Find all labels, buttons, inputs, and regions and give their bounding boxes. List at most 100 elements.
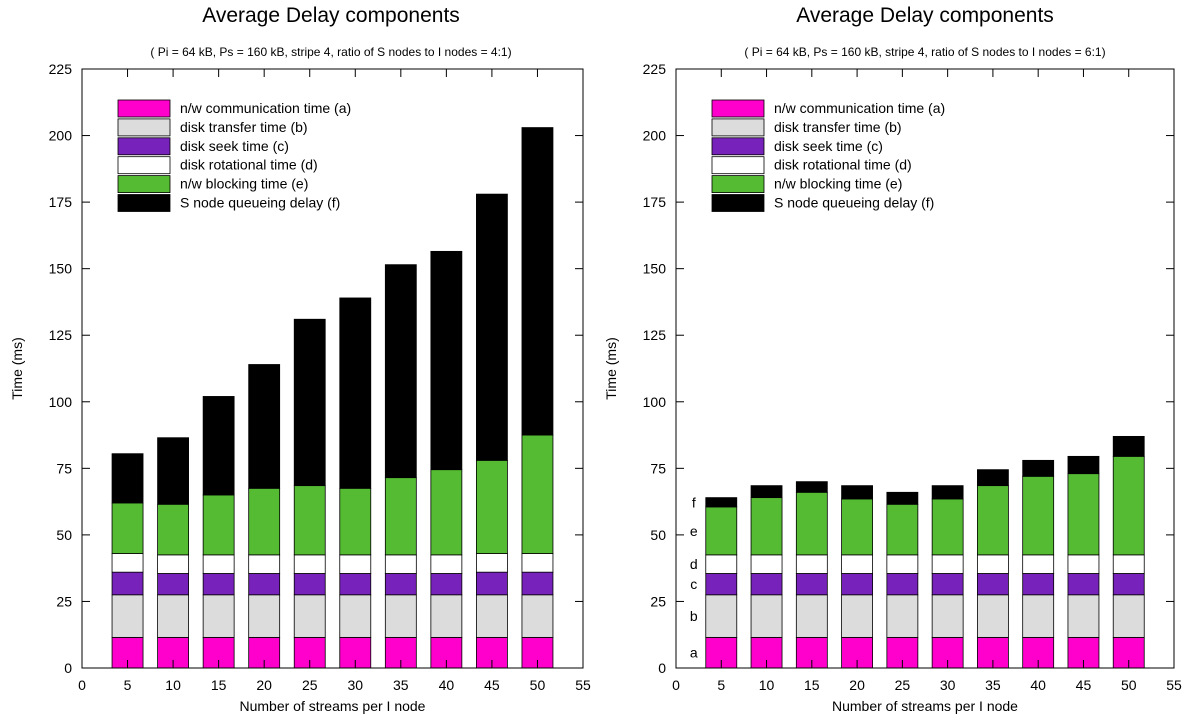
chart-subtitle: ( Pi = 64 kB, Ps = 160 kB, stripe 4, rat… [744, 45, 1105, 59]
chart-title: Average Delay components [202, 4, 460, 27]
y-tick-label: 75 [650, 460, 666, 476]
x-tick-label: 20 [849, 677, 865, 693]
x-tick-label: 45 [1076, 677, 1092, 693]
bar-segment-3 [841, 573, 873, 596]
legend-label: disk seek time (c) [774, 138, 883, 154]
y-tick-label: 0 [64, 660, 72, 676]
y-tick-label: 200 [643, 128, 667, 144]
bar-segment-3 [157, 573, 189, 596]
bar-segment-5 [202, 494, 235, 556]
x-axis-label: Number of streams per I node [240, 698, 426, 714]
bar-segment-2 [293, 594, 326, 638]
bar-segment-6 [157, 437, 189, 505]
chart-title: Average Delay components [796, 4, 1054, 27]
legend-label: S node queueing delay (f) [774, 195, 934, 211]
legend-swatch [117, 118, 171, 137]
bar-segment-2 [521, 594, 554, 638]
legend-swatch [711, 99, 765, 118]
y-tick-label: 25 [56, 593, 72, 609]
y-tick-label: 50 [650, 527, 666, 543]
bar-segment-4 [157, 554, 189, 574]
bar-segment-6 [430, 250, 463, 471]
bar-segment-2 [430, 594, 463, 638]
bar-segment-5 [430, 469, 463, 556]
x-tick-label: 45 [484, 677, 500, 693]
bar-segment-6 [886, 491, 919, 505]
bar-segment-2 [931, 594, 964, 638]
bar-segment-2 [750, 594, 783, 638]
bar-segment-6 [202, 396, 235, 496]
x-tick-label: 30 [940, 677, 956, 693]
bar-segment-4 [977, 554, 1009, 574]
bar-segment-5 [795, 491, 828, 556]
bar-segment-5 [841, 498, 873, 556]
y-tick-label: 225 [49, 61, 73, 77]
legend-label: disk rotational time (d) [180, 157, 318, 173]
legend-label: disk rotational time (d) [774, 157, 912, 173]
bar-segment-4 [339, 554, 372, 574]
legend-swatch [711, 137, 765, 156]
bar-segment-2 [977, 594, 1009, 638]
segment-letter-label: f [692, 494, 696, 510]
y-axis-label: Time (ms) [603, 337, 619, 399]
y-tick-label: 225 [643, 61, 667, 77]
bar-segment-4 [705, 554, 738, 574]
bar-segment-3 [430, 573, 463, 596]
legend-swatch [117, 156, 171, 175]
bar-segment-5 [931, 498, 964, 556]
legend-label: disk transfer time (b) [180, 119, 308, 135]
bar-segment-4 [750, 554, 783, 574]
legend-label: n/w blocking time (e) [774, 176, 902, 192]
bar-segment-2 [841, 594, 873, 638]
bar-segment-4 [521, 553, 554, 573]
bar-segment-6 [977, 469, 1009, 487]
bar-segment-6 [476, 193, 508, 461]
bar-segment-2 [202, 594, 235, 638]
x-tick-label: 25 [895, 677, 911, 693]
bar-segment-3 [339, 573, 372, 596]
bar-segment-6 [931, 485, 964, 500]
bar-segment-2 [248, 594, 281, 638]
x-tick-label: 10 [759, 677, 775, 693]
legend-label: n/w communication time (a) [180, 100, 351, 116]
legend-label: disk transfer time (b) [774, 119, 902, 135]
segment-letter-label: d [690, 556, 698, 572]
bar-segment-3 [1067, 573, 1100, 596]
bar-segment-2 [886, 594, 919, 638]
bar-segment-5 [384, 477, 417, 556]
bar-segment-4 [111, 553, 144, 573]
y-tick-label: 75 [56, 460, 72, 476]
legend-swatch [117, 194, 171, 212]
y-tick-label: 150 [643, 261, 667, 277]
bar-segment-3 [750, 573, 783, 596]
bar-segment-3 [521, 571, 554, 596]
bar-segment-5 [476, 459, 508, 554]
bar-segment-4 [384, 554, 417, 574]
bar-segment-4 [1022, 554, 1055, 574]
x-tick-label: 15 [211, 677, 227, 693]
plot-frame [81, 68, 584, 669]
legend-swatch [711, 156, 765, 175]
x-tick-label: 50 [1121, 677, 1137, 693]
bar-segment-6 [521, 127, 554, 436]
x-tick-label: 20 [256, 677, 272, 693]
bar-segment-2 [476, 594, 508, 638]
chart-left: Average Delay components ( Pi = 64 kB, Ps… [9, 4, 591, 714]
legend-swatch [117, 99, 171, 118]
bar-segment-4 [841, 554, 873, 574]
segment-letter-label: b [690, 608, 698, 624]
x-tick-label: 0 [78, 677, 86, 693]
bar-segment-3 [705, 573, 738, 596]
plot-frame [675, 68, 1175, 669]
y-tick-label: 100 [643, 394, 667, 410]
chart-right: Average Delay components ( Pi = 64 kB, Ps… [603, 4, 1182, 714]
y-tick-label: 175 [643, 194, 667, 210]
x-axis-label: Number of streams per I node [832, 698, 1018, 714]
bar-segment-6 [705, 497, 738, 508]
y-tick-label: 200 [49, 128, 73, 144]
bar-segment-3 [248, 573, 281, 596]
bar-segment-6 [795, 481, 828, 493]
x-tick-label: 50 [530, 677, 546, 693]
bar-segment-4 [248, 554, 281, 574]
x-tick-label: 25 [302, 677, 318, 693]
